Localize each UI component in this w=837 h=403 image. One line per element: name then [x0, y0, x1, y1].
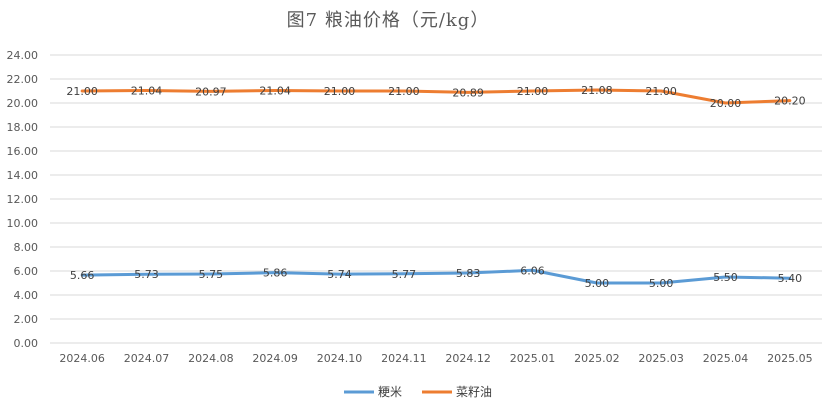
data-label: 20.00 — [710, 97, 742, 110]
data-label: 5.40 — [778, 272, 803, 285]
y-tick-label: 24.00 — [7, 49, 39, 62]
y-tick-label: 0.00 — [14, 337, 39, 350]
data-label: 20.89 — [452, 86, 484, 99]
data-label: 5.74 — [327, 268, 352, 281]
y-tick-label: 12.00 — [7, 193, 39, 206]
data-label: 21.00 — [645, 85, 677, 98]
y-tick-label: 6.00 — [14, 265, 39, 278]
x-tick-label: 2025.05 — [767, 352, 813, 365]
data-label: 5.73 — [134, 268, 159, 281]
data-label: 5.00 — [649, 277, 674, 290]
legend: 粳米 菜籽油 — [344, 385, 492, 399]
x-tick-label: 2025.01 — [510, 352, 556, 365]
data-label: 21.00 — [324, 85, 356, 98]
data-label: 21.00 — [388, 85, 420, 98]
series-line-0 — [80, 268, 792, 285]
x-tick-label: 2024.09 — [252, 352, 298, 365]
data-label: 5.86 — [263, 267, 288, 280]
data-label: 5.66 — [70, 269, 95, 282]
data-label: 20.20 — [774, 95, 806, 108]
y-tick-label: 20.00 — [7, 97, 39, 110]
data-label: 5.75 — [199, 268, 224, 281]
x-tick-label: 2024.06 — [59, 352, 105, 365]
legend-label: 菜籽油 — [456, 385, 492, 399]
data-label: 21.04 — [131, 85, 163, 98]
x-tick-label: 2025.02 — [574, 352, 620, 365]
x-tick-label: 2024.11 — [381, 352, 427, 365]
chart-title: 图7 粮油价格（元/kg） — [287, 10, 490, 31]
y-tick-label: 16.00 — [7, 145, 39, 158]
y-tick-label: 2.00 — [14, 313, 39, 326]
x-tick-label: 2024.07 — [124, 352, 170, 365]
data-label: 21.00 — [517, 85, 549, 98]
y-tick-label: 22.00 — [7, 73, 39, 86]
data-label: 5.00 — [585, 277, 610, 290]
y-tick-label: 10.00 — [7, 217, 39, 230]
y-tick-label: 4.00 — [14, 289, 39, 302]
x-tick-label: 2024.12 — [445, 352, 491, 365]
y-tick-label: 8.00 — [14, 241, 39, 254]
data-label: 21.00 — [66, 85, 98, 98]
y-tick-label: 14.00 — [7, 169, 39, 182]
series-line-1 — [80, 88, 792, 105]
legend-label: 粳米 — [378, 385, 402, 399]
data-label: 5.77 — [392, 268, 417, 281]
x-tick-label: 2024.10 — [317, 352, 363, 365]
x-tick-label: 2025.03 — [638, 352, 684, 365]
data-label: 6.06 — [520, 264, 545, 277]
data-label: 21.04 — [259, 85, 291, 98]
data-label: 20.97 — [195, 85, 227, 98]
y-tick-label: 18.00 — [7, 121, 39, 134]
x-tick-label: 2025.04 — [703, 352, 749, 365]
x-tick-label: 2024.08 — [188, 352, 234, 365]
data-label: 5.50 — [713, 271, 738, 284]
data-label: 21.08 — [581, 84, 613, 97]
data-label: 5.83 — [456, 267, 481, 280]
